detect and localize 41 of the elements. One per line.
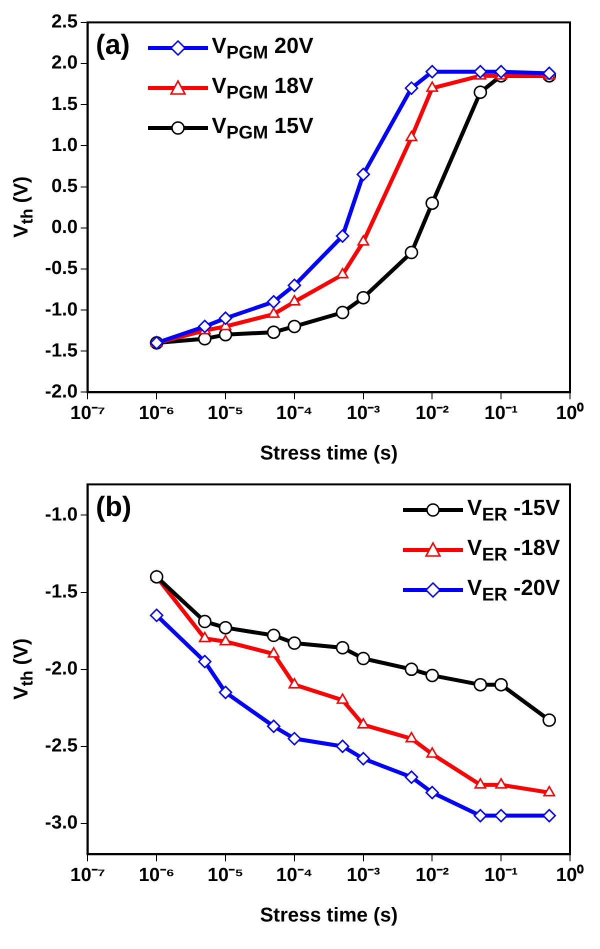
x-tick-label: 10⁰ — [556, 402, 584, 424]
y-tick-label: 2.5 — [51, 12, 78, 33]
y-tick-label: -1.0 — [44, 299, 78, 320]
x-tick-label: 10⁻⁴ — [276, 864, 313, 886]
y-tick-label: 0.0 — [51, 217, 78, 238]
x-tick-label: 10⁻⁴ — [276, 402, 313, 424]
x-tick-label: 10⁻⁵ — [207, 402, 244, 424]
y-tick-label: -2.0 — [44, 658, 78, 680]
legend-label: V$_{PGM}$ 15V — [212, 113, 314, 144]
legend-label: V$_{ER}$ -20V — [467, 575, 560, 606]
y-tick-label: -1.0 — [44, 504, 78, 526]
legend-label: V$_{ER}$ -15V — [467, 495, 560, 526]
annotation: (a) — [96, 29, 130, 60]
y-tick-label: -0.5 — [44, 258, 78, 280]
y-tick-label: 1.5 — [51, 94, 78, 115]
x-tick-label: 10⁻² — [415, 864, 449, 886]
y-tick-label: -1.5 — [44, 581, 78, 602]
x-axis-title: Stress time (s) — [260, 904, 398, 927]
x-tick-label: 10⁻⁷ — [70, 402, 106, 424]
x-axis-title: Stress time (s) — [260, 442, 398, 465]
y-tick-label: 0.5 — [51, 176, 78, 197]
legend-label: V$_{PGM}$ 18V — [212, 73, 314, 104]
legend-label: V$_{ER}$ -18V — [467, 535, 560, 566]
x-tick-label: 10⁻¹ — [484, 402, 518, 424]
x-tick-label: 10⁻⁶ — [138, 864, 175, 886]
legend-label: V$_{PGM}$ 20V — [212, 33, 314, 64]
x-tick-label: 10⁻³ — [346, 402, 380, 424]
x-tick-label: 10⁻⁷ — [70, 864, 106, 886]
x-tick-label: 10⁻⁶ — [138, 402, 175, 424]
y-tick-label: -1.5 — [44, 340, 78, 362]
x-tick-label: 10⁻² — [415, 402, 449, 424]
x-tick-label: 10⁻³ — [346, 864, 380, 886]
y-tick-label: 1.0 — [51, 134, 78, 156]
x-tick-label: 10⁰ — [556, 864, 584, 886]
y-tick-label: -3.0 — [44, 812, 78, 834]
y-tick-label: 2.0 — [51, 52, 78, 74]
annotation: (b) — [96, 491, 132, 522]
y-tick-label: -2.5 — [44, 736, 78, 757]
x-tick-label: 10⁻¹ — [484, 864, 518, 886]
x-tick-label: 10⁻⁵ — [207, 864, 244, 886]
y-tick-label: -2.0 — [44, 381, 78, 402]
